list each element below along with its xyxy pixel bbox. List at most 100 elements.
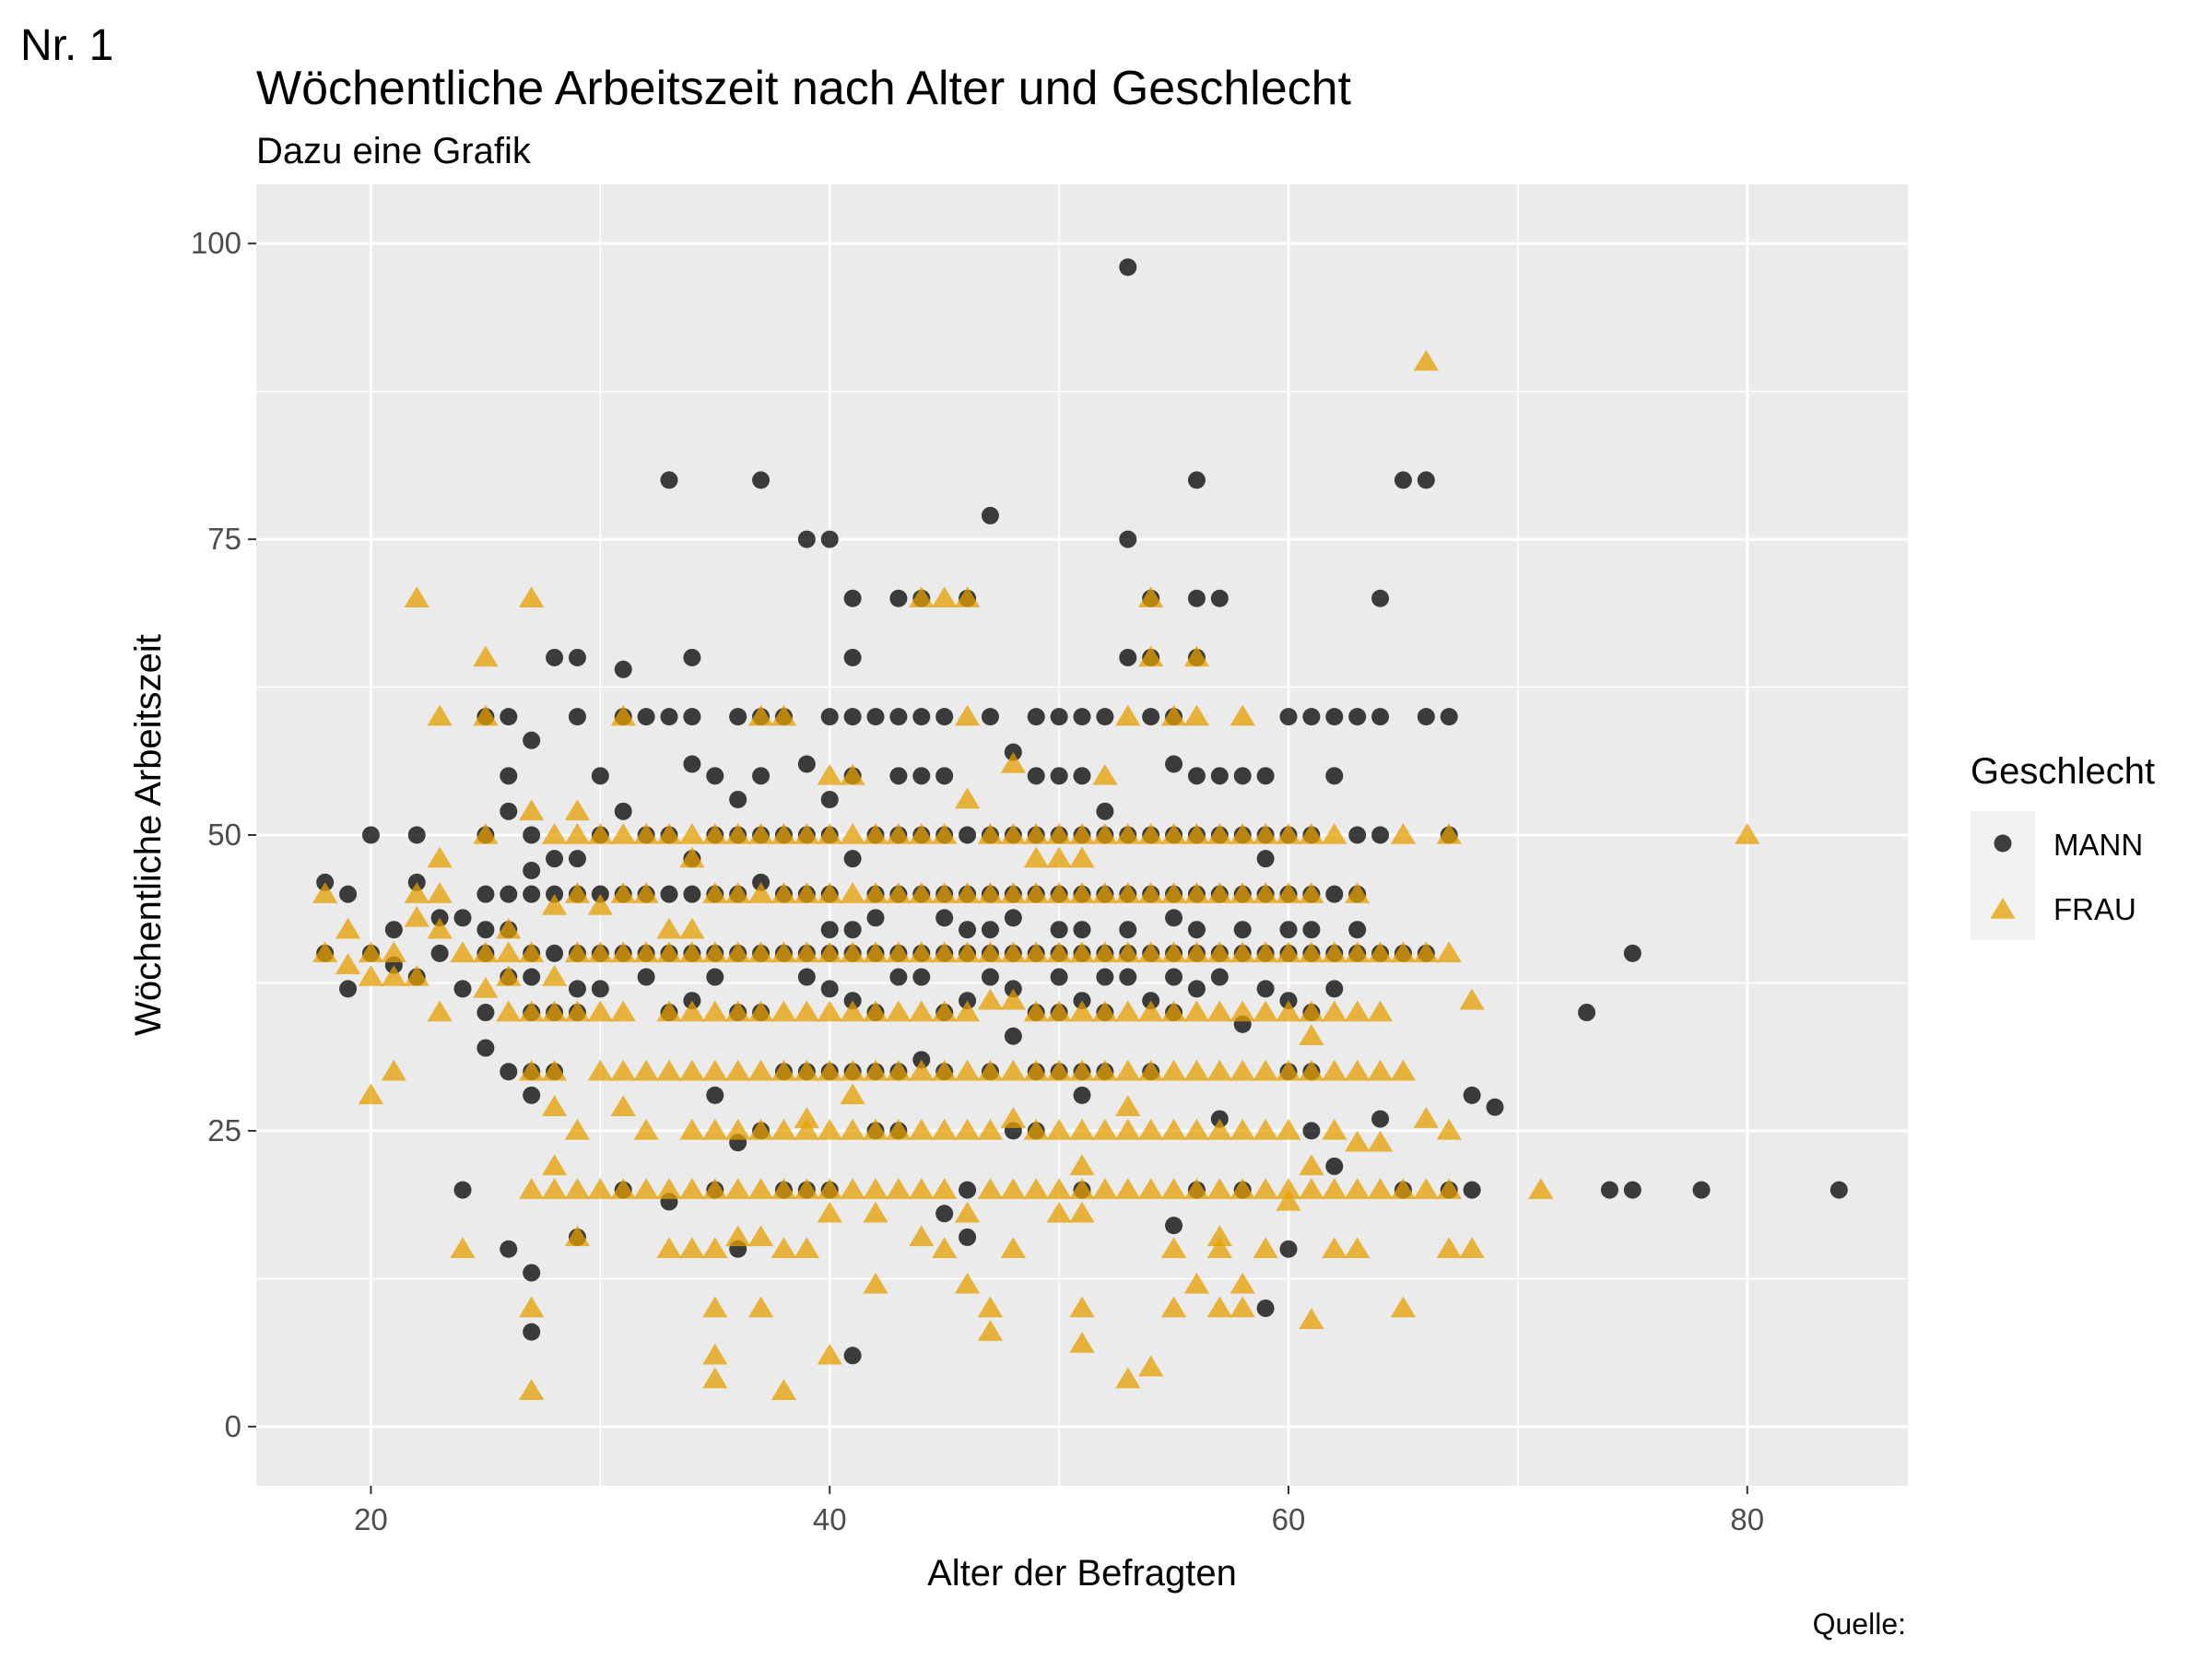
frau-point-triangle bbox=[702, 1118, 728, 1140]
mann-point-circle bbox=[1463, 1086, 1481, 1104]
frau-point-triangle bbox=[541, 1000, 568, 1022]
frau-point-triangle bbox=[1183, 1000, 1210, 1022]
mann-point-circle bbox=[477, 1004, 495, 1022]
mann-point-circle bbox=[843, 708, 862, 726]
frau-point-triangle bbox=[702, 1343, 728, 1365]
mann-point-circle bbox=[546, 648, 564, 666]
frau-point-triangle bbox=[1345, 1000, 1371, 1022]
mann-point-circle bbox=[660, 471, 678, 489]
frau-point-triangle bbox=[702, 823, 728, 844]
frau-point-triangle bbox=[817, 823, 842, 844]
frau-point-triangle bbox=[1092, 882, 1118, 903]
mann-point-circle bbox=[683, 708, 701, 726]
frau-point-triangle bbox=[1160, 1178, 1187, 1199]
frau-point-triangle bbox=[747, 1296, 774, 1318]
frau-point-triangle bbox=[1436, 941, 1462, 963]
frau-point-triangle bbox=[1413, 941, 1439, 963]
mann-point-circle bbox=[752, 767, 771, 785]
frau-point-triangle bbox=[702, 1059, 728, 1081]
frau-point-triangle bbox=[1253, 1178, 1278, 1199]
frau-point-triangle bbox=[1322, 1118, 1347, 1140]
frau-point-triangle bbox=[1436, 1237, 1462, 1259]
mann-point-circle bbox=[1417, 708, 1435, 726]
frau-point-triangle bbox=[909, 823, 935, 844]
frau-point-triangle bbox=[1206, 941, 1232, 963]
frau-point-triangle bbox=[564, 1118, 591, 1140]
frau-point-triangle bbox=[312, 941, 338, 963]
frau-point-triangle bbox=[1069, 1201, 1095, 1223]
frau-point-triangle bbox=[679, 846, 705, 868]
frau-point-triangle bbox=[1230, 823, 1255, 844]
frau-point-triangle bbox=[1230, 882, 1255, 903]
frau-point-triangle bbox=[679, 1118, 705, 1140]
frau-point-triangle bbox=[954, 586, 981, 608]
frau-point-triangle bbox=[977, 1296, 1004, 1318]
frau-point-triangle bbox=[1276, 1059, 1301, 1081]
mann-point-circle bbox=[1233, 767, 1252, 785]
frau-point-triangle bbox=[794, 1059, 819, 1081]
mann-point-circle bbox=[797, 530, 816, 548]
frau-point-triangle bbox=[932, 1178, 958, 1199]
frau-point-triangle bbox=[1183, 704, 1210, 726]
frau-point-triangle bbox=[1046, 846, 1072, 868]
mann-point-circle bbox=[1050, 921, 1068, 939]
frau-point-triangle bbox=[1206, 1237, 1232, 1259]
frau-point-triangle bbox=[564, 1178, 591, 1199]
mann-point-circle bbox=[591, 980, 609, 998]
mann-point-circle bbox=[523, 885, 541, 903]
y-tick-label: 75 bbox=[207, 522, 241, 556]
frau-point-triangle bbox=[1390, 1059, 1417, 1081]
frau-point-triangle bbox=[427, 917, 453, 939]
frau-point-triangle bbox=[909, 1178, 935, 1199]
frau-point-triangle bbox=[1183, 1178, 1210, 1199]
mann-point-circle bbox=[843, 1347, 862, 1365]
frau-point-triangle bbox=[1138, 1178, 1164, 1199]
frau-point-triangle bbox=[1413, 1178, 1439, 1199]
frau-point-triangle bbox=[519, 1178, 545, 1199]
mann-point-circle bbox=[477, 885, 495, 903]
mann-point-circle bbox=[981, 968, 999, 986]
frau-point-triangle bbox=[1069, 1296, 1095, 1318]
frau-point-triangle bbox=[496, 941, 522, 963]
mann-point-circle bbox=[1394, 471, 1412, 489]
frau-point-triangle bbox=[656, 1059, 682, 1081]
mann-point-circle bbox=[1073, 921, 1091, 939]
mann-point-circle bbox=[1004, 1027, 1022, 1045]
frau-point-triangle bbox=[725, 1059, 751, 1081]
frau-point-triangle bbox=[496, 965, 522, 986]
mann-point-circle bbox=[820, 921, 839, 939]
frau-point-triangle bbox=[725, 1118, 751, 1140]
frau-point-triangle bbox=[817, 1059, 842, 1081]
frau-point-triangle bbox=[1046, 1118, 1072, 1140]
frau-point-triangle bbox=[840, 882, 865, 903]
frau-point-triangle bbox=[747, 704, 774, 726]
mann-point-circle bbox=[568, 708, 586, 726]
frau-point-triangle bbox=[1390, 1178, 1417, 1199]
mann-point-circle bbox=[477, 1039, 495, 1057]
mann-point-circle bbox=[339, 885, 358, 903]
mann-point-circle bbox=[1371, 1110, 1390, 1128]
frau-point-triangle bbox=[1115, 941, 1141, 963]
mann-point-circle bbox=[1325, 708, 1344, 726]
frau-point-triangle bbox=[427, 846, 453, 868]
frau-point-triangle bbox=[541, 1178, 568, 1199]
mann-point-circle bbox=[339, 980, 358, 998]
frau-point-triangle bbox=[1115, 1095, 1141, 1116]
frau-point-triangle bbox=[496, 917, 522, 939]
frau-point-triangle bbox=[1367, 1059, 1394, 1081]
frau-point-triangle bbox=[886, 1178, 912, 1199]
frau-point-triangle bbox=[1367, 1178, 1394, 1199]
mann-point-circle bbox=[912, 708, 931, 726]
mann-point-circle bbox=[1371, 708, 1390, 726]
mann-point-circle bbox=[1578, 1004, 1596, 1022]
frau-point-triangle bbox=[954, 787, 981, 809]
mann-point-circle bbox=[797, 968, 816, 986]
frau-point-triangle bbox=[702, 1178, 728, 1199]
frau-point-triangle bbox=[1092, 1059, 1118, 1081]
mann-point-circle bbox=[523, 862, 541, 880]
mann-point-circle bbox=[889, 767, 908, 785]
mann-point-circle bbox=[843, 850, 862, 868]
mann-point-circle bbox=[1692, 1181, 1711, 1199]
frau-point-triangle bbox=[1253, 941, 1278, 963]
frau-point-triangle bbox=[1160, 941, 1187, 963]
